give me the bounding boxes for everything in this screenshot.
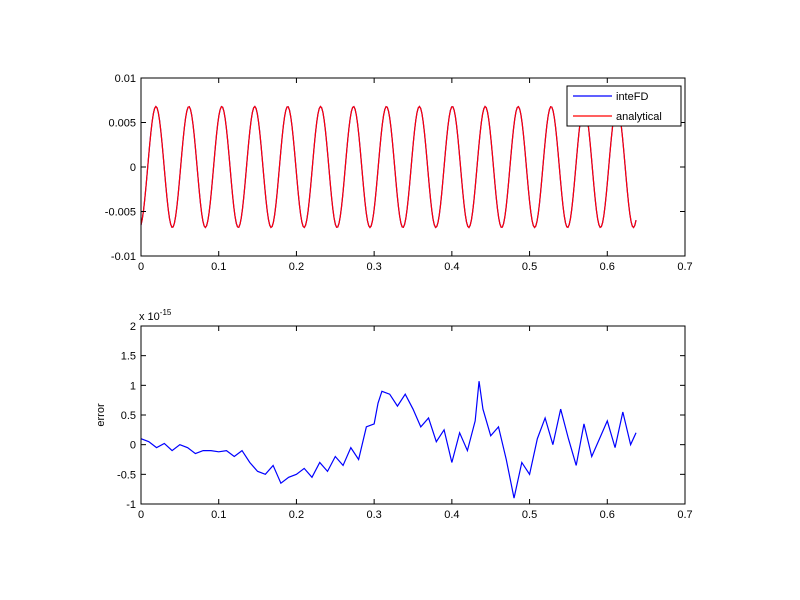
x-tick-label: 0.3 [366, 261, 381, 273]
x-tick-label: 0.5 [522, 509, 537, 521]
bottom-plot-lines [140, 381, 637, 499]
y-tick-label: 2 [130, 321, 136, 333]
y-exponent-label: -15 [160, 308, 172, 317]
x-tick-label: 0.6 [600, 261, 615, 273]
series-line-series-0 [140, 381, 637, 499]
y-tick-label: -0.5 [117, 469, 136, 481]
x-tick-label: 0 [138, 509, 144, 521]
x-tick-label: 0.1 [211, 509, 226, 521]
x-tick-label: 0.4 [444, 261, 459, 273]
x-tick-label: 0.2 [289, 509, 304, 521]
y-tick-label: -0.01 [111, 251, 136, 263]
top-axes: 0 0.1 0.2 0.3 0.4 0.5 0.6 0.7 -0.01 -0.005 0 0.005 0… [105, 73, 693, 273]
bottom-axes-frame [140, 325, 686, 505]
bottom-axes-ticks: 0 0.1 0.2 0.3 0.4 0.5 0.6 0.7 -1 -0.5 0 0.5 1 1.5 2 [117, 321, 693, 521]
y-tick-label: -0.005 [105, 207, 136, 219]
y-tick-label: 0.5 [121, 410, 136, 422]
y-tick-label: -1 [126, 499, 136, 511]
series-line-inteFD [140, 105, 637, 229]
legend-label-inteFD: inteFD [616, 91, 648, 103]
bottom-y-axis-label: error [95, 403, 107, 427]
legend-label-analytical: analytical [616, 111, 662, 123]
x-tick-label: 0 [138, 261, 144, 273]
x-tick-label: 0.4 [444, 509, 459, 521]
top-axes-ticks: 0 0.1 0.2 0.3 0.4 0.5 0.6 0.7 -0.01 -0.005 0 0.005 0… [105, 73, 693, 273]
x-tick-label: 0.3 [366, 509, 381, 521]
series-line-analytical [140, 105, 637, 229]
legend-box [566, 85, 682, 127]
y-tick-label: 1 [130, 380, 136, 392]
x-tick-label: 0.5 [522, 261, 537, 273]
legend: inteFD analytical [566, 85, 682, 127]
y-tick-label: 1.5 [121, 351, 136, 363]
x-tick-label: 0.2 [289, 261, 304, 273]
x-tick-label: 0.7 [677, 261, 692, 273]
top-plot-lines [140, 105, 637, 229]
bottom-axes: 0 0.1 0.2 0.3 0.4 0.5 0.6 0.7 -1 -0.5 0 0.5 1 1.5 2 x … [95, 308, 693, 521]
y-tick-label: 0 [130, 440, 136, 452]
y-tick-label: 0.01 [115, 73, 136, 85]
x-tick-label: 0.1 [211, 261, 226, 273]
y-tick-label: 0.005 [108, 118, 136, 130]
x-tick-label: 0.7 [677, 509, 692, 521]
y-tick-label: 0 [130, 162, 136, 174]
y-multiplier-label: x 10-15 [139, 308, 172, 323]
x-tick-label: 0.6 [600, 509, 615, 521]
